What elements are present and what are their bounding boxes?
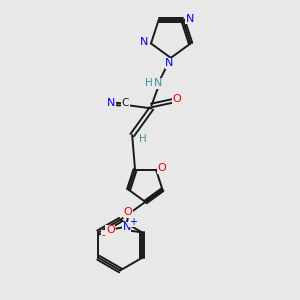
Text: O: O [158,163,166,173]
Text: N: N [140,37,149,47]
Text: O: O [106,225,115,235]
Text: -: - [102,230,105,241]
Text: N: N [165,58,173,68]
Text: H: H [139,134,146,144]
Text: C: C [122,98,129,108]
Text: O: O [124,207,133,217]
Text: H: H [145,78,153,88]
Text: N: N [185,14,194,24]
Text: N: N [154,78,162,88]
Text: N: N [106,98,115,108]
Text: +: + [129,217,137,227]
Text: N: N [122,222,131,232]
Text: O: O [172,94,181,104]
